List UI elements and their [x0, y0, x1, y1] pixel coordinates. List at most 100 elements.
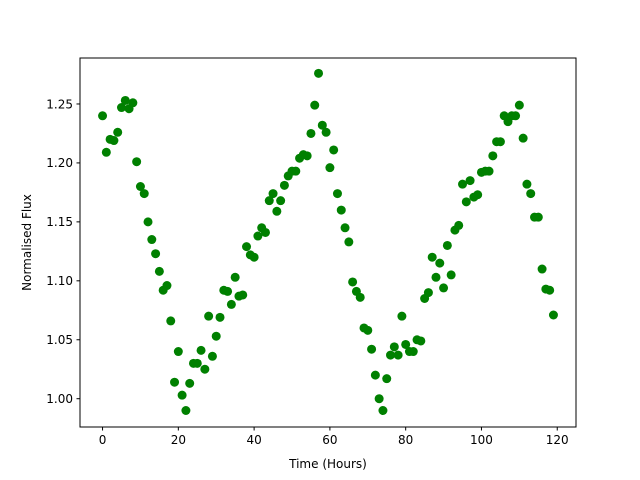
x-tick-label: 60: [322, 433, 337, 447]
data-point: [386, 350, 396, 360]
data-point: [230, 272, 240, 282]
data-point: [458, 179, 468, 189]
data-point: [363, 325, 373, 335]
data-point: [147, 235, 157, 245]
data-point: [317, 120, 327, 130]
data-point: [310, 100, 320, 110]
data-point: [306, 128, 316, 138]
data-point: [249, 252, 259, 262]
data-point: [495, 137, 505, 147]
y-axis-label: Normalised Flux: [20, 194, 34, 291]
data-point: [484, 166, 494, 176]
data-point: [211, 331, 221, 341]
data-point: [204, 311, 214, 321]
data-point: [170, 377, 180, 387]
data-point: [518, 133, 528, 143]
data-point: [488, 151, 498, 161]
data-point: [461, 197, 471, 207]
data-point: [329, 145, 339, 155]
data-point: [548, 310, 558, 320]
data-point: [442, 240, 452, 250]
data-point: [276, 196, 286, 206]
data-point: [537, 264, 547, 274]
data-point: [526, 189, 536, 199]
data-point: [98, 111, 108, 121]
data-point: [139, 189, 149, 199]
data-point: [545, 285, 555, 295]
data-point: [113, 127, 123, 137]
plot-frame: [79, 57, 577, 428]
data-point: [389, 342, 399, 352]
y-tick-label: 1.20: [46, 156, 73, 170]
data-point: [473, 190, 483, 200]
y-tick-label: 1.15: [46, 215, 73, 229]
data-point: [109, 136, 119, 146]
data-point: [332, 189, 342, 199]
data-point: [181, 406, 191, 415]
data-point: [264, 196, 274, 206]
data-point: [397, 311, 407, 321]
data-point: [370, 370, 380, 380]
data-point: [454, 220, 464, 230]
data-point: [200, 364, 210, 374]
y-tick-label: 1.00: [46, 392, 73, 406]
data-point: [192, 358, 202, 368]
x-tick-label: 80: [398, 433, 413, 447]
data-point: [314, 68, 324, 78]
x-tick-label: 20: [171, 433, 186, 447]
y-tick-label: 1.05: [46, 333, 73, 347]
data-point: [321, 127, 331, 137]
data-point: [272, 206, 282, 216]
x-axis-label: Time (Hours): [288, 457, 367, 471]
data-point: [238, 290, 248, 300]
x-tick-label: 120: [546, 433, 569, 447]
data-point: [423, 288, 433, 298]
data-point: [154, 266, 164, 276]
data-point: [348, 277, 358, 287]
data-point: [522, 179, 532, 189]
data-point: [120, 95, 130, 105]
data-point: [374, 394, 384, 404]
data-point: [431, 272, 441, 282]
data-point: [177, 390, 187, 400]
y-tick-label: 1.10: [46, 274, 73, 288]
data-point: [533, 212, 543, 222]
data-point: [101, 147, 111, 157]
x-tick-label: 0: [99, 433, 107, 447]
data-point: [325, 163, 335, 173]
y-tick-label: 1.25: [46, 97, 73, 111]
x-tick-label: 100: [470, 433, 493, 447]
data-point: [215, 312, 225, 322]
data-point: [465, 176, 475, 186]
data-point: [367, 344, 377, 354]
data-point: [344, 237, 354, 247]
x-tick-label: 40: [246, 433, 261, 447]
data-point: [185, 378, 195, 388]
data-point: [439, 283, 449, 293]
data-point: [393, 350, 403, 360]
data-point: [253, 231, 263, 241]
data-point: [207, 351, 217, 361]
data-point: [336, 205, 346, 215]
data-point: [116, 103, 126, 113]
data-point: [279, 180, 289, 190]
data-point: [151, 249, 161, 259]
data-point: [446, 270, 456, 280]
data-point: [291, 166, 301, 176]
data-point: [511, 111, 521, 121]
data-point: [382, 374, 392, 384]
data-point: [242, 242, 252, 252]
data-point: [135, 182, 145, 191]
data-points: [98, 68, 558, 415]
data-point: [128, 98, 138, 108]
data-point: [196, 345, 206, 355]
y-axis-ticks: 1.00 1.05 1.10 1.15 1.20 1.25: [46, 97, 80, 406]
data-point: [132, 157, 142, 167]
data-point: [514, 100, 524, 110]
data-point: [427, 252, 437, 262]
data-point: [401, 339, 411, 349]
data-point: [435, 258, 445, 268]
data-point: [408, 347, 418, 357]
